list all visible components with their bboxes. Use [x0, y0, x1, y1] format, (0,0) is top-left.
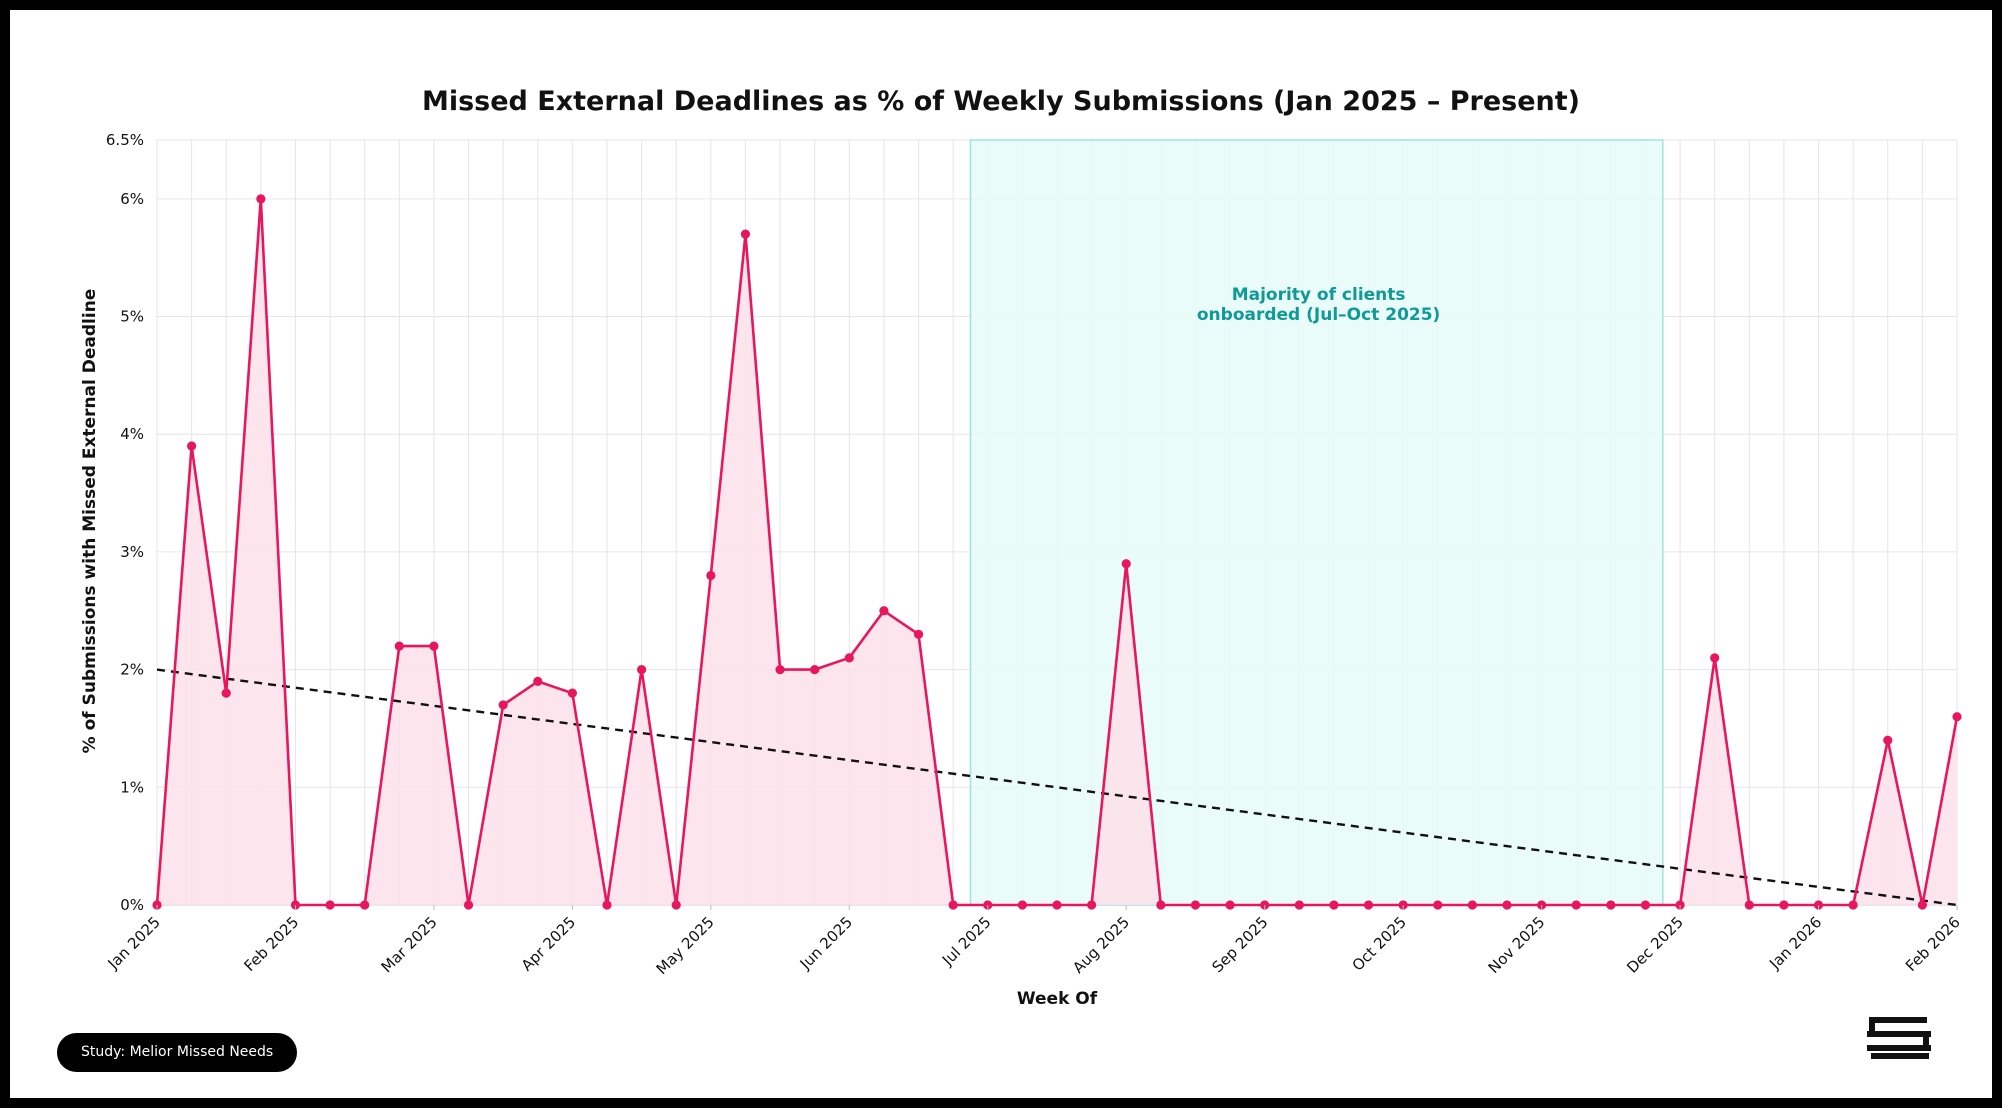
data-point [637, 665, 647, 675]
data-point [1156, 900, 1166, 910]
data-point [567, 688, 577, 698]
y-tick-label: 6.5% [106, 131, 144, 149]
y-tick-label: 5% [120, 308, 144, 326]
data-point [1225, 900, 1235, 910]
data-point [1917, 900, 1927, 910]
y-axis-label: % of Submissions with Missed External De… [80, 289, 100, 754]
x-tick-label: Oct 2025 [1349, 913, 1410, 974]
data-point [256, 194, 266, 204]
x-tick-label: Mar 2025 [378, 913, 441, 976]
data-point [221, 688, 231, 698]
region-annotation-line: Majority of clients [1232, 285, 1406, 305]
y-tick-label: 4% [120, 425, 144, 443]
data-point [360, 900, 370, 910]
x-tick-label: Jul 2025 [938, 913, 995, 970]
data-point [1502, 900, 1512, 910]
y-tick-label: 2% [120, 661, 144, 679]
data-point [463, 900, 474, 910]
x-tick-label: May 2025 [653, 913, 718, 978]
y-tick-label: 6% [120, 190, 144, 208]
data-point [775, 665, 785, 675]
data-point [1883, 735, 1893, 745]
data-point [1848, 900, 1858, 910]
y-axis-ticks: 0% 1% 2% 3% 4% 5% 6% 6.5% [106, 131, 144, 914]
data-point [429, 641, 439, 651]
data-point [1190, 900, 1201, 910]
data-point [740, 229, 751, 239]
x-tick-label: Dec 2025 [1623, 913, 1687, 977]
data-point [1363, 900, 1374, 910]
data-point [844, 653, 854, 663]
data-point [533, 676, 543, 686]
y-tick-label: 0% [120, 896, 144, 914]
data-point [1017, 900, 1027, 910]
data-point [1710, 653, 1720, 663]
x-tick-label: Apr 2025 [518, 913, 579, 974]
data-point [394, 641, 404, 651]
x-tick-label: Feb 2025 [240, 913, 302, 975]
stacked-s-logo-icon [1867, 1017, 1931, 1059]
data-point [1952, 712, 1962, 722]
x-tick-label: Nov 2025 [1485, 913, 1549, 977]
data-point [602, 900, 612, 910]
x-tick-label: Aug 2025 [1069, 913, 1133, 977]
data-point [1329, 900, 1339, 910]
x-axis-label: Week Of [1017, 989, 1098, 1009]
data-point [1571, 900, 1581, 910]
trendline [156, 668, 1958, 907]
data-point [913, 629, 924, 639]
x-tick-label: Jan 2025 [104, 913, 164, 973]
shaded-region [969, 139, 1664, 906]
x-tick-label: Jun 2025 [796, 913, 856, 973]
study-badge: Study: Melior Missed Needs [57, 1033, 298, 1072]
data-point [948, 900, 958, 910]
data-point [1640, 900, 1651, 910]
data-point [187, 441, 197, 451]
data-point [1087, 900, 1097, 910]
data-point [1433, 900, 1443, 910]
x-tick-label: Sep 2025 [1208, 913, 1271, 976]
data-point [1606, 900, 1616, 910]
data-point [671, 900, 681, 910]
chart-title: Missed External Deadlines as % of Weekly… [422, 86, 1580, 117]
data-point [810, 665, 820, 675]
data-point [879, 606, 889, 616]
data-point [1744, 900, 1754, 910]
data-point [1779, 900, 1789, 910]
data-point [498, 700, 508, 710]
data-point [706, 570, 716, 581]
data-point [1467, 900, 1477, 910]
y-tick-label: 1% [120, 778, 144, 796]
x-axis-ticks: Jan 2025 Feb 2025 Mar 2025 Apr 2025 May 2025… [104, 905, 1964, 978]
x-tick-label: Jan 2026 [1765, 913, 1825, 973]
region-annotation-line: onboarded (Jul–Oct 2025) [1197, 305, 1440, 325]
data-point [1294, 900, 1304, 910]
x-tick-label: Feb 2026 [1902, 913, 1964, 975]
data-point [1052, 900, 1062, 910]
data-point [1121, 559, 1131, 569]
trendline-path [156, 668, 1958, 907]
data-point [325, 900, 335, 910]
y-tick-label: 3% [120, 543, 144, 561]
